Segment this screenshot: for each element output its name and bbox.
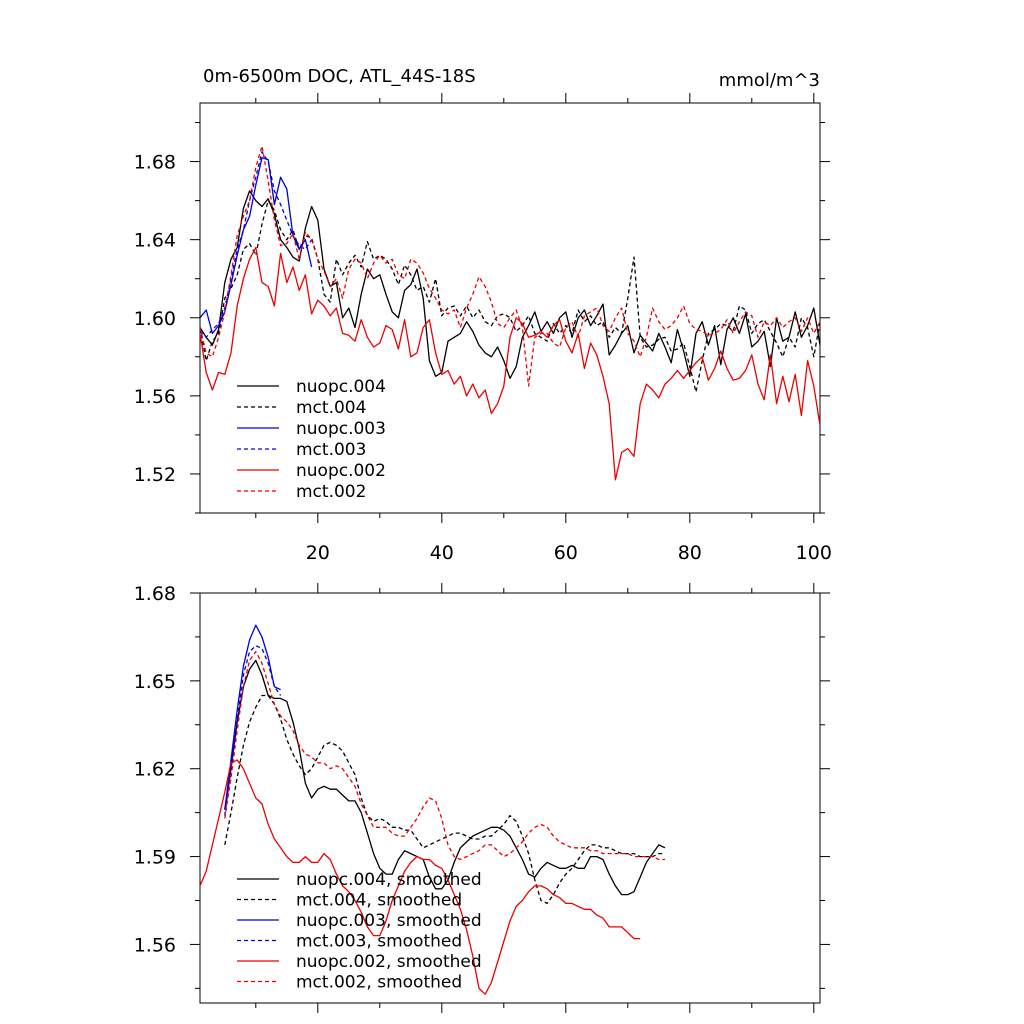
x-tick-label: 100 bbox=[796, 542, 832, 564]
legend-label: nuopc.004 bbox=[296, 377, 386, 397]
x-tick-label: 80 bbox=[678, 542, 702, 564]
chart-1: 0m-6500m DOC, ATL_44S-18S mmol/m^3 20 40 60 8… bbox=[134, 66, 832, 564]
y-tick-label: 1.60 bbox=[134, 308, 176, 330]
y-tick-label: 1.68 bbox=[134, 583, 176, 605]
legend-label: mct.003, smoothed bbox=[296, 932, 462, 952]
series-line-mct-002 bbox=[200, 145, 820, 387]
series-line-nuopc-004-smoothed bbox=[224, 659, 666, 896]
plot-frame bbox=[199, 592, 821, 1004]
y-tick-label: 1.65 bbox=[134, 671, 176, 693]
chart-units: mmol/m^3 bbox=[719, 70, 820, 91]
y-tick-label: 1.59 bbox=[134, 847, 176, 869]
series-line-nuopc-004 bbox=[200, 190, 820, 379]
y-tick-label: 1.56 bbox=[134, 386, 176, 408]
x-tick-label: 20 bbox=[306, 542, 330, 564]
legend-label: nuopc.004, smoothed bbox=[296, 870, 482, 890]
legend-label: mct.004 bbox=[296, 398, 366, 418]
series-line-mct-003 bbox=[200, 151, 313, 338]
series-line-nuopc-003 bbox=[200, 157, 313, 335]
legend-label: nuopc.003, smoothed bbox=[296, 911, 482, 931]
legend-label: mct.004, smoothed bbox=[296, 891, 462, 911]
series-line-mct-004-smoothed bbox=[224, 694, 665, 905]
legend-label: nuopc.003 bbox=[296, 419, 386, 439]
legend-label: mct.003 bbox=[296, 440, 366, 460]
series-line-nuopc-002-smoothed bbox=[200, 759, 641, 995]
legend-label: nuopc.002 bbox=[296, 461, 386, 481]
series-line-mct-003-smoothed bbox=[224, 645, 282, 816]
x-tick-label: 60 bbox=[554, 542, 578, 564]
legend-label: mct.002, smoothed bbox=[296, 973, 462, 993]
series-line-nuopc-002 bbox=[200, 246, 820, 481]
series-line-mct-002-smoothed bbox=[224, 650, 665, 861]
y-tick-label: 1.52 bbox=[134, 464, 176, 486]
y-tick-label: 1.64 bbox=[134, 230, 176, 252]
x-tick-label: 40 bbox=[430, 542, 454, 564]
y-tick-label: 1.68 bbox=[134, 152, 176, 174]
legend-label: mct.002 bbox=[296, 482, 366, 502]
plot-frame bbox=[199, 102, 821, 514]
y-tick-label: 1.62 bbox=[134, 759, 176, 781]
chart-title: 0m-6500m DOC, ATL_44S-18S bbox=[203, 66, 476, 87]
legend-label: nuopc.002, smoothed bbox=[296, 952, 482, 972]
series-line-nuopc-003-smoothed bbox=[224, 624, 281, 810]
y-tick-label: 1.56 bbox=[134, 934, 176, 956]
series-line-mct-004 bbox=[200, 199, 820, 393]
